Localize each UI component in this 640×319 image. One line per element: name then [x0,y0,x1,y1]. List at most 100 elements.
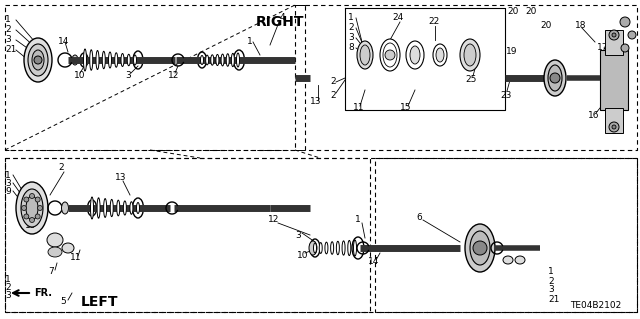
Ellipse shape [548,65,562,91]
Ellipse shape [309,241,317,255]
Text: 3: 3 [5,179,11,188]
Ellipse shape [124,201,126,215]
Ellipse shape [110,199,113,217]
Text: 1: 1 [355,216,361,225]
Ellipse shape [127,54,131,66]
Text: 2: 2 [548,277,554,286]
Text: 9: 9 [5,187,11,196]
Text: 3: 3 [125,70,131,79]
Text: 17: 17 [597,43,609,53]
Bar [605,30,623,55]
Text: 4: 4 [280,13,285,23]
Ellipse shape [136,203,140,213]
Text: 6: 6 [416,213,422,222]
Ellipse shape [200,56,204,64]
Text: RIGHT: RIGHT [256,15,304,29]
Ellipse shape [357,41,373,69]
Ellipse shape [130,202,133,214]
Text: 2: 2 [348,24,354,33]
Text: 25: 25 [465,76,476,85]
Text: 11: 11 [70,254,81,263]
Text: 2: 2 [5,284,11,293]
Ellipse shape [62,243,74,253]
Text: 5: 5 [60,298,66,307]
Circle shape [29,218,35,222]
Text: 3: 3 [5,35,11,44]
Bar [600,50,628,110]
Ellipse shape [102,51,105,69]
Ellipse shape [24,38,52,82]
Text: 1: 1 [348,13,354,23]
Ellipse shape [226,54,229,66]
Text: 22: 22 [428,18,439,26]
Circle shape [35,214,40,219]
Text: 13: 13 [115,174,127,182]
Text: 3: 3 [548,286,554,294]
Circle shape [620,17,630,27]
Circle shape [550,73,560,83]
Ellipse shape [231,53,234,67]
Text: 21: 21 [5,46,17,55]
Ellipse shape [325,242,328,254]
Text: 2: 2 [330,78,335,86]
Text: 3: 3 [5,292,11,300]
Text: 13: 13 [310,98,321,107]
Text: 15: 15 [400,103,412,113]
Text: 1: 1 [5,276,11,285]
Circle shape [24,197,29,202]
Ellipse shape [406,41,424,69]
Ellipse shape [97,198,100,218]
Ellipse shape [544,60,566,96]
Ellipse shape [319,242,322,253]
Text: 10: 10 [297,250,308,259]
Circle shape [29,194,35,198]
Text: 16: 16 [588,110,600,120]
Circle shape [612,125,616,129]
Ellipse shape [353,240,356,256]
Circle shape [38,205,42,211]
Text: 1: 1 [247,38,253,47]
Ellipse shape [83,49,86,71]
Text: 19: 19 [506,48,518,56]
Text: 8: 8 [348,43,354,53]
Ellipse shape [237,53,239,67]
Ellipse shape [348,241,351,256]
Circle shape [35,197,40,202]
Text: 3: 3 [295,231,301,240]
Ellipse shape [464,44,476,66]
Text: 1: 1 [5,16,11,25]
Ellipse shape [380,39,400,71]
Text: 10: 10 [74,70,86,79]
Ellipse shape [72,55,78,65]
Text: 1: 1 [548,268,554,277]
Text: 12: 12 [168,70,179,79]
Ellipse shape [211,55,214,65]
Ellipse shape [90,50,93,70]
Ellipse shape [121,54,124,66]
Text: 20: 20 [540,20,552,29]
Ellipse shape [16,182,48,234]
Text: 24: 24 [392,13,403,23]
Ellipse shape [342,241,345,255]
Circle shape [385,50,395,60]
Text: TE04B2102: TE04B2102 [570,301,621,310]
Ellipse shape [221,54,224,66]
Ellipse shape [460,39,480,71]
Text: 21: 21 [548,294,559,303]
Text: 14: 14 [368,257,380,266]
Circle shape [24,214,29,219]
Text: 2: 2 [58,164,63,173]
Ellipse shape [216,55,219,66]
Ellipse shape [360,45,370,65]
Ellipse shape [134,55,136,65]
Text: 3: 3 [348,33,354,42]
Circle shape [612,33,616,37]
Text: 20: 20 [525,8,536,17]
Text: 12: 12 [268,216,280,225]
Ellipse shape [410,46,420,64]
Ellipse shape [503,256,513,264]
Ellipse shape [116,200,120,216]
Text: 23: 23 [500,91,511,100]
Ellipse shape [96,50,99,70]
Circle shape [22,205,26,211]
